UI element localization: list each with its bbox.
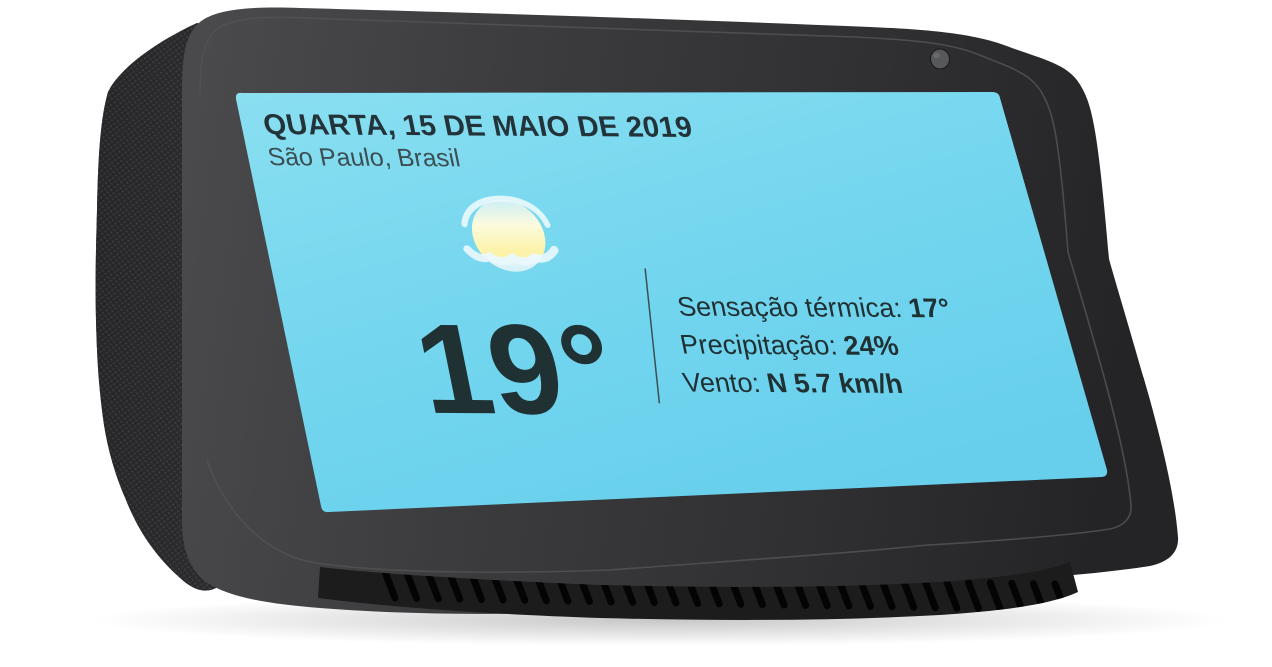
svg-text:QUARTA, 15 DE MAIO DE 2019: QUARTA, 15 DE MAIO DE 2019 (260, 108, 695, 143)
svg-text:Vento: N 5.7 km/h: Vento: N 5.7 km/h (680, 367, 905, 399)
svg-text:19°: 19° (404, 298, 626, 442)
svg-text:Sensação térmica: 17°: Sensação térmica: 17° (675, 291, 953, 323)
svg-text:Precipitação: 24%: Precipitação: 24% (677, 329, 901, 361)
svg-text:São Paulo, Brasil: São Paulo, Brasil (265, 143, 462, 172)
